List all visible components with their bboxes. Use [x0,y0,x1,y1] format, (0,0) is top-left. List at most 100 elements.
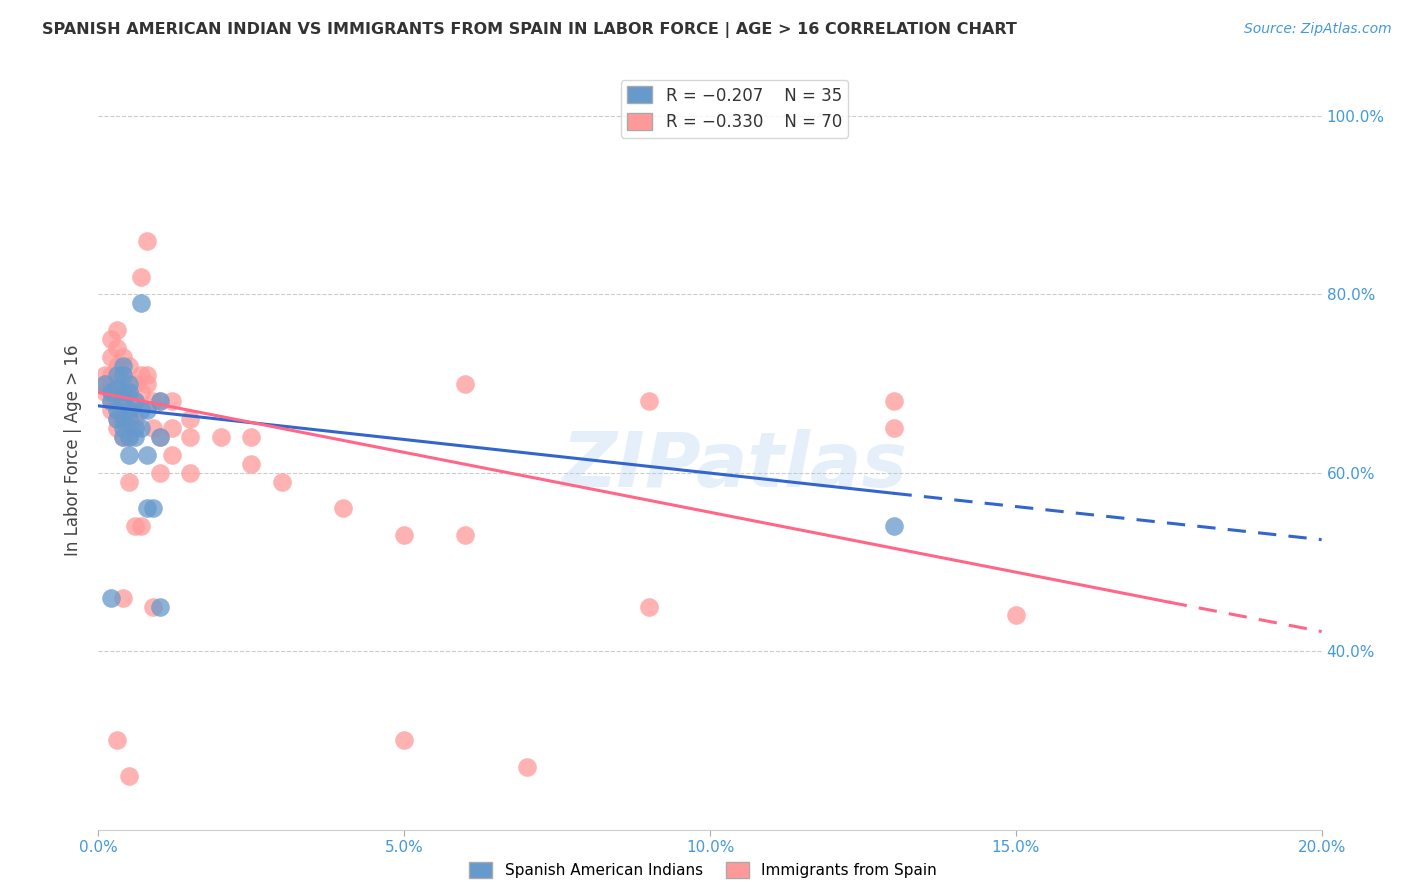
Point [105,412,128,426]
Point [149,430,172,444]
Text: ZIPatlas: ZIPatlas [561,429,907,502]
Point [93,376,115,391]
Point [118,430,141,444]
Text: SPANISH AMERICAN INDIAN VS IMMIGRANTS FROM SPAIN IN LABOR FORCE | AGE > 16 CORRE: SPANISH AMERICAN INDIAN VS IMMIGRANTS FR… [42,22,1017,38]
Point [129,368,152,382]
Point [105,368,128,382]
Point [93,376,115,391]
Point [142,421,165,435]
Point [332,501,354,516]
Point [111,359,134,373]
Point [105,412,128,426]
Y-axis label: In Labor Force | Age > 16: In Labor Force | Age > 16 [65,344,83,557]
Point [129,519,152,533]
Point [105,359,128,373]
Point [883,519,905,533]
Point [111,412,134,426]
Point [111,394,134,409]
Point [129,403,152,417]
Point [118,385,141,400]
Point [124,430,146,444]
Point [118,430,141,444]
Point [883,394,905,409]
Point [136,403,159,417]
Point [129,269,152,284]
Point [124,394,146,409]
Point [105,341,128,355]
Point [160,448,183,462]
Point [1004,608,1026,623]
Point [142,501,165,516]
Point [240,457,263,471]
Point [118,448,141,462]
Point [100,385,122,400]
Point [118,359,141,373]
Point [111,368,134,382]
Point [160,421,183,435]
Point [118,412,141,426]
Point [111,350,134,364]
Point [637,394,661,409]
Point [149,430,172,444]
Point [142,599,165,614]
Legend: Spanish American Indians, Immigrants from Spain: Spanish American Indians, Immigrants fro… [464,856,942,884]
Point [111,394,134,409]
Point [118,385,141,400]
Legend: R = −0.207    N = 35, R = −0.330    N = 70: R = −0.207 N = 35, R = −0.330 N = 70 [620,79,848,137]
Point [100,350,122,364]
Point [118,412,141,426]
Point [270,475,292,489]
Point [149,466,172,480]
Point [118,475,141,489]
Point [883,421,905,435]
Point [136,501,159,516]
Point [111,412,134,426]
Point [100,591,122,605]
Point [118,403,141,417]
Point [454,528,477,542]
Point [111,591,134,605]
Point [124,519,146,533]
Point [111,376,134,391]
Point [637,599,661,614]
Point [124,421,146,435]
Point [105,323,128,337]
Point [93,385,115,400]
Point [142,394,165,409]
Point [118,376,141,391]
Point [111,385,134,400]
Point [105,376,128,391]
Point [209,430,232,444]
Point [105,421,128,435]
Point [111,368,134,382]
Point [179,430,201,444]
Point [129,296,152,310]
Point [111,430,134,444]
Point [100,394,122,409]
Point [100,403,122,417]
Point [129,385,152,400]
Point [149,394,172,409]
Point [149,599,172,614]
Point [516,760,538,774]
Point [111,430,134,444]
Point [100,368,122,382]
Point [105,394,128,409]
Point [105,733,128,747]
Point [392,733,416,747]
Point [136,234,159,248]
Point [240,430,263,444]
Point [454,376,477,391]
Point [124,394,146,409]
Point [118,769,141,783]
Point [179,466,201,480]
Point [111,421,134,435]
Point [100,385,122,400]
Point [392,528,416,542]
Point [160,394,183,409]
Point [105,403,128,417]
Point [149,394,172,409]
Point [100,332,122,346]
Point [136,368,159,382]
Point [105,385,128,400]
